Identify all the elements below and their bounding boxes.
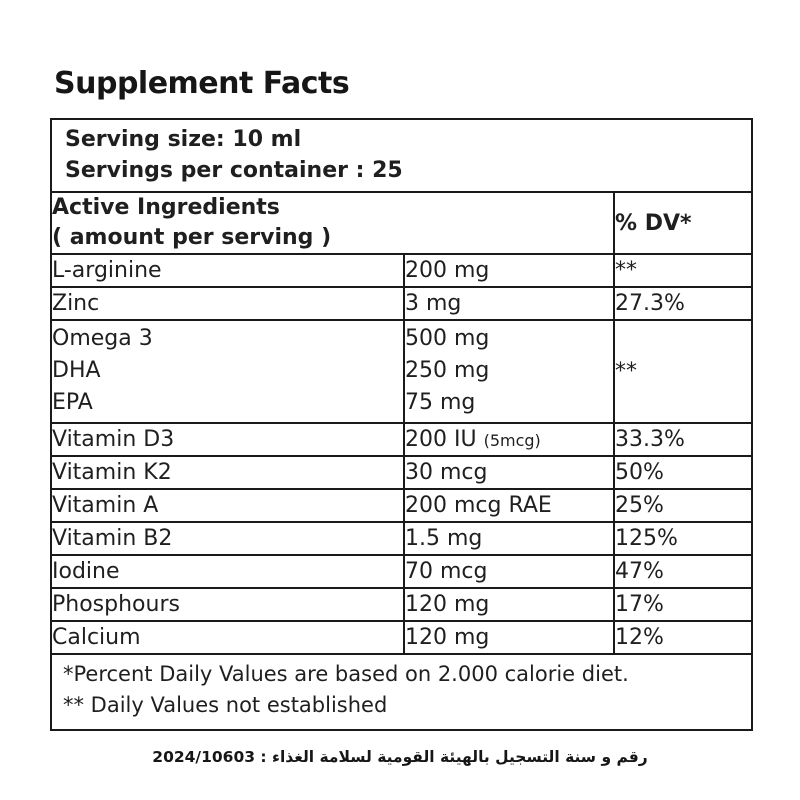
active-ingredients-title: Active Ingredients	[52, 195, 280, 220]
ingredient-name: Vitamin D3	[52, 423, 404, 457]
ingredient-name: Phosphours	[52, 588, 404, 622]
percent-dv-header: % DV*	[613, 193, 751, 255]
ingredient-name-group: Omega 3 DHA EPA	[52, 320, 404, 424]
table-row: Zinc 3 mg 27.3%	[52, 287, 751, 321]
ingredient-name: Vitamin K2	[52, 456, 404, 490]
table-row: Phosphours 120 mg 17%	[52, 588, 751, 622]
ingredient-name: Vitamin A	[52, 489, 404, 523]
table-row: Vitamin B2 1.5 mg 125%	[52, 522, 751, 556]
ingredient-amount: 200 IU (5mcg)	[403, 423, 614, 457]
ingredient-amount: 120 mg	[403, 621, 614, 653]
ingredient-amount: 500 mg	[405, 326, 490, 351]
serving-info-box: Serving size: 10 ml Servings per contain…	[52, 120, 751, 193]
ingredient-name: Vitamin B2	[52, 522, 404, 556]
footnotes-box: *Percent Daily Values are based on 2.000…	[52, 653, 751, 729]
ingredient-dv: 27.3%	[613, 287, 751, 321]
ingredient-amount: 120 mg	[403, 588, 614, 622]
ingredient-amount: 3 mg	[403, 287, 614, 321]
ingredient-amount: 200 mcg RAE	[403, 489, 614, 523]
ingredient-amount-group: 500 mg 250 mg 75 mg	[403, 320, 614, 424]
ingredient-amount: 75 mg	[405, 390, 476, 415]
table-row: L-arginine 200 mg **	[52, 254, 751, 288]
ingredient-name: Calcium	[52, 625, 141, 650]
ingredient-name: Iodine	[52, 555, 404, 589]
ingredient-dv: 33.3%	[613, 423, 751, 457]
table-row: Vitamin K2 30 mcg 50%	[52, 456, 751, 490]
ingredients-table: Active Ingredients ( amount per serving …	[52, 193, 751, 653]
serving-size-line: Serving size: 10 ml	[65, 127, 302, 152]
ingredient-amount: 70 mcg	[403, 555, 614, 589]
ingredient-name: EPA	[52, 390, 93, 415]
supplement-facts-panel: Serving size: 10 ml Servings per contain…	[50, 118, 753, 731]
amount-per-serving-subtitle: ( amount per serving )	[52, 225, 332, 250]
ingredient-name: Omega 3	[52, 326, 153, 351]
footnote-not-established: ** Daily Values not established	[63, 693, 388, 717]
table-row: Vitamin D3 200 IU (5mcg) 33.3%	[52, 423, 751, 457]
table-row: Iodine 70 mcg 47%	[52, 555, 751, 589]
ingredient-name: L-arginine	[52, 254, 404, 288]
ingredient-name: DHA	[52, 358, 101, 383]
ingredient-amount-note: (5mcg)	[483, 431, 541, 450]
ingredient-dv: 17%	[613, 588, 751, 622]
ingredient-dv: 50%	[613, 456, 751, 490]
table-row-omega3-group: Omega 3 DHA EPA 500 mg 250 mg 75 mg **	[52, 320, 751, 424]
servings-per-container-line: Servings per container : 25	[65, 158, 403, 183]
table-row: Vitamin A 200 mcg RAE 25%	[52, 489, 751, 523]
ingredient-amount: 200 mg	[403, 254, 614, 288]
ingredient-amount-value: 200 IU	[405, 427, 477, 452]
ingredient-dv: 47%	[613, 555, 751, 589]
active-ingredients-header: Active Ingredients ( amount per serving …	[52, 193, 614, 255]
ingredient-dv: 12%	[613, 621, 751, 653]
table-header-row: Active Ingredients ( amount per serving …	[52, 193, 751, 255]
ingredient-name: Zinc	[52, 287, 404, 321]
ingredient-dv: **	[613, 254, 751, 288]
ingredient-dv: 125%	[613, 522, 751, 556]
registration-number-line: رقم و سنة التسجيل بالهيئة القومية لسلامة…	[152, 748, 648, 766]
table-row: Calcium 120 mg 12%	[52, 621, 751, 653]
footnote-percent-dv: *Percent Daily Values are based on 2.000…	[63, 662, 629, 686]
ingredient-amount: 250 mg	[405, 358, 490, 383]
ingredient-amount: 1.5 mg	[403, 522, 614, 556]
ingredient-amount: 30 mcg	[403, 456, 614, 490]
ingredient-dv: **	[613, 320, 751, 424]
page-title: Supplement Facts	[54, 66, 350, 101]
ingredient-dv: 25%	[613, 489, 751, 523]
